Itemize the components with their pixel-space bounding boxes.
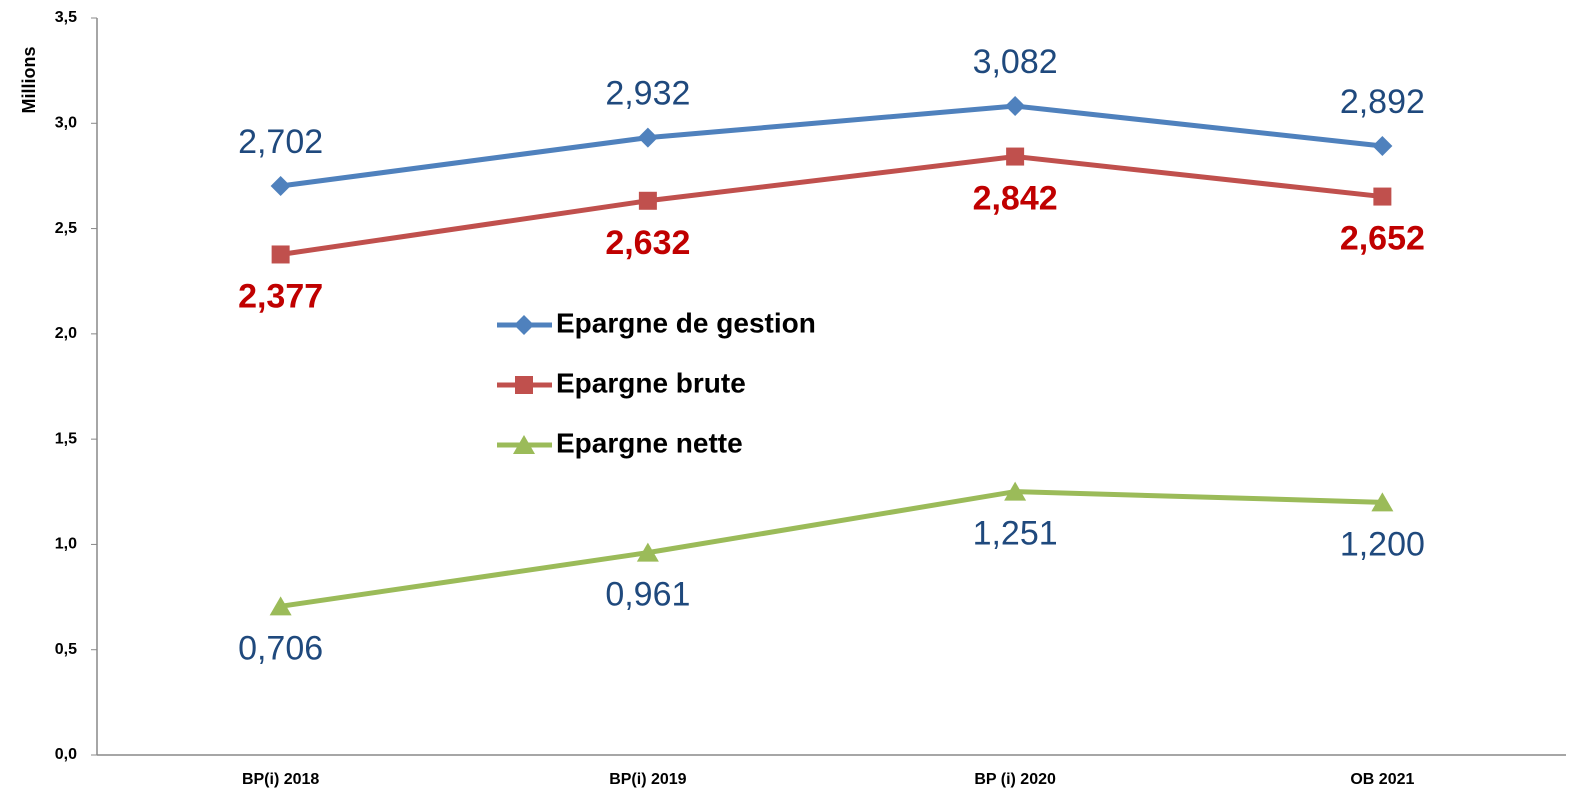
data-label: 0,961 [605, 576, 690, 614]
data-label: 3,082 [973, 43, 1058, 81]
x-tick-label: BP (i) 2020 [974, 771, 1056, 788]
legend-marker [514, 315, 534, 335]
y-tick-label: 0,0 [55, 746, 77, 763]
point [271, 245, 290, 264]
legend-label: Epargne nette [556, 427, 743, 458]
legend-marker [513, 435, 535, 454]
data-label: 2,842 [973, 180, 1058, 218]
y-tick-label: 3,0 [55, 115, 77, 132]
x-tick-label: BP(i) 2018 [242, 771, 319, 788]
point [1005, 96, 1026, 117]
point [638, 191, 657, 210]
legend-label: Epargne de gestion [556, 307, 816, 338]
point [1373, 187, 1392, 206]
y-tick-label: 1,0 [55, 536, 77, 553]
series-line [280, 154, 1383, 257]
x-tick-label: BP(i) 2019 [609, 771, 686, 788]
legend-label: Epargne brute [556, 367, 746, 398]
point [1004, 481, 1027, 501]
y-tick-label: 1,5 [55, 430, 77, 447]
point [270, 176, 291, 197]
data-label: 2,892 [1340, 83, 1425, 121]
x-tick-label: OB 2021 [1350, 771, 1414, 788]
data-label: 1,251 [973, 515, 1058, 553]
data-label: 2,932 [605, 75, 690, 113]
series-line [280, 489, 1383, 609]
point [636, 542, 659, 562]
y-tick-label: 2,0 [55, 325, 77, 342]
data-label: 2,632 [605, 224, 690, 262]
legend-marker [515, 376, 533, 394]
point [1371, 492, 1394, 512]
y-axis-label: Millions [19, 47, 39, 114]
point [1372, 136, 1393, 157]
series-line [280, 103, 1383, 189]
point [1006, 147, 1025, 166]
point [637, 127, 658, 148]
data-label: 2,377 [238, 277, 323, 315]
data-label: 1,200 [1340, 525, 1425, 563]
point [269, 596, 292, 616]
y-tick-label: 2,5 [55, 220, 77, 237]
data-label: 0,706 [238, 629, 323, 667]
data-label: 2,702 [238, 123, 323, 161]
y-tick-label: 0,5 [55, 641, 77, 658]
y-tick-label: 3,5 [55, 9, 77, 26]
data-label: 2,652 [1340, 220, 1425, 258]
